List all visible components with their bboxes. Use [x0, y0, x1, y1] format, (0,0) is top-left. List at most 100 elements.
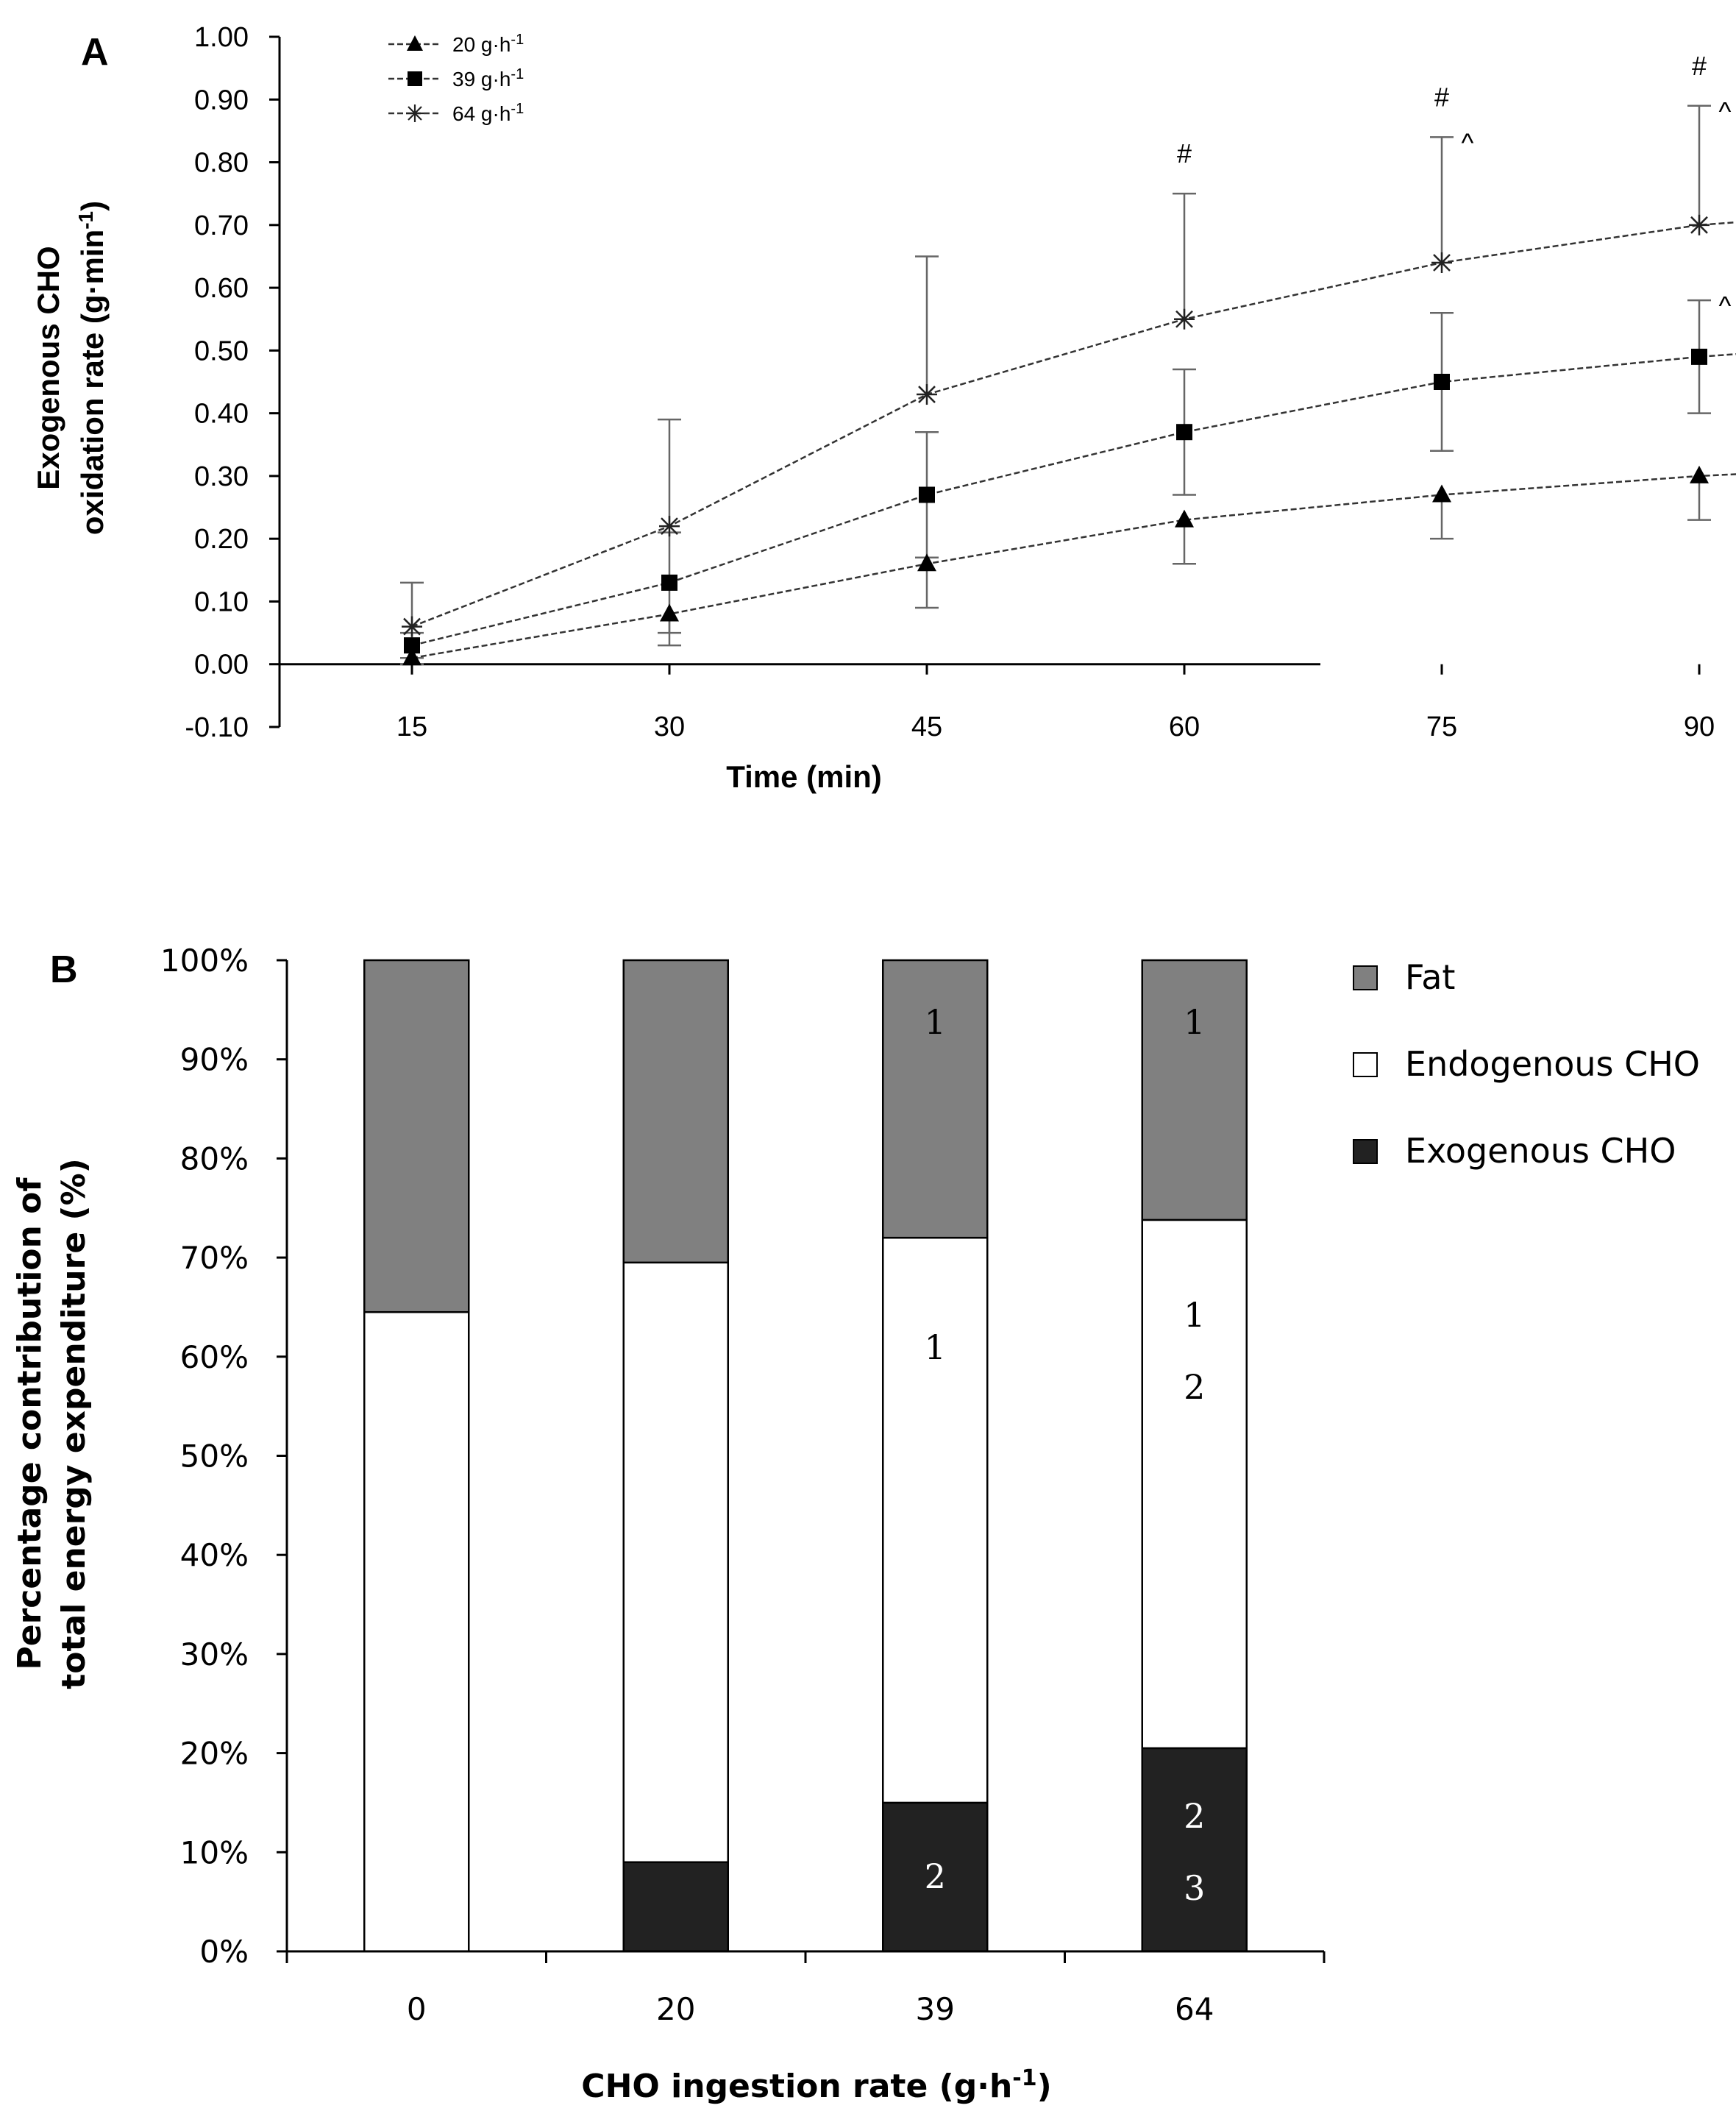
panel-b-y-tick-label: 80%	[180, 1140, 249, 1177]
legend-a-label: 20 g·h-1	[452, 32, 524, 56]
panel-a-caret-mark: ^	[1462, 127, 1474, 157]
panel-a-x-tick-label: 15	[396, 712, 427, 742]
panel-b-x-tick-labels: 0 20 39 64	[407, 1991, 1214, 2027]
panel-a-square-marker	[1691, 348, 1707, 365]
panel-a-x-tick-label: 45	[911, 712, 942, 742]
legend-a-marker	[407, 35, 423, 51]
panel-a-hash-mark: #	[1177, 138, 1192, 168]
panel-b-significance-mark: 3	[1184, 1868, 1205, 1908]
panel-b-y-tick-label: 50%	[180, 1438, 249, 1475]
panel-b-bar-segment	[363, 1310, 470, 1953]
panel-a-asterisk-marker	[917, 384, 937, 405]
panel-b-bar-segment	[622, 959, 729, 1264]
xlabel-sup: -1	[1012, 2065, 1036, 2091]
panel-b-y-tick-label: 40%	[180, 1537, 249, 1573]
panel-b-bar-segment	[1141, 959, 1248, 1221]
panel-a-y-tick-label: 0.60	[194, 273, 249, 304]
panel-b-significance-mark: 2	[1184, 1796, 1205, 1836]
panel-a-y-tick-label: -0.10	[185, 712, 249, 743]
panel-b-y-tick-label: 70%	[180, 1240, 249, 1276]
panel-a-hash-mark: #	[1434, 82, 1449, 112]
legend-b-swatch	[1353, 965, 1378, 990]
panel-a-label: A	[81, 31, 109, 74]
panel-a-caret-mark: ^	[1719, 96, 1732, 127]
panel-a-caret-mark: ^	[1719, 291, 1732, 321]
legend-b-label: Endogenous CHO	[1405, 1044, 1700, 1084]
panel-b-y-tick-label: 30%	[180, 1636, 249, 1672]
panel-b-x-tick-label: 20	[656, 1991, 695, 2027]
panel-b-x-axis-title: CHO ingestion rate (g·h-1)	[581, 2065, 1051, 2105]
legend-a-triangle-icon	[407, 35, 423, 51]
legend-a-label-sup: -1	[511, 32, 524, 48]
panel-b-label: B	[50, 948, 78, 991]
panel-a-square-marker	[404, 637, 420, 654]
panel-b-y-tick-label: 90%	[180, 1042, 249, 1078]
panel-a-triangle-marker	[402, 648, 421, 666]
panel-a-y-tick-label: 0.20	[194, 524, 249, 555]
panel-a-y-tick-label: 0.40	[194, 399, 249, 430]
panel-b-bar-segment	[882, 959, 989, 1239]
panel-a-asterisk-marker	[402, 616, 422, 637]
ylabel-sup: -1	[74, 211, 97, 230]
panel-a-y-tick-label: 0.80	[194, 148, 249, 179]
panel-b-significance-mark: 1	[1184, 1002, 1205, 1042]
panel-a-series-lines	[411, 221, 1736, 659]
legend-b-label: Exogenous CHO	[1405, 1131, 1676, 1171]
panel-a-x-tick-labels: 153045607590105120	[396, 712, 1715, 742]
panel-b-bars	[363, 959, 1248, 1953]
legend-a-asterisk-stroke	[408, 106, 422, 121]
legend-a-label: 39 g·h-1	[452, 66, 524, 91]
panel-a-triangle-marker	[660, 603, 679, 622]
panel-b-y-tick-label: 20%	[180, 1736, 249, 1772]
ylabel-main: oxidation rate (g·min	[75, 230, 110, 535]
panel-a-series-line	[411, 473, 1736, 659]
panel-a-y-axis-title-line2: oxidation rate (g·min-1)	[74, 201, 110, 535]
panel-a-triangle-marker	[917, 553, 936, 572]
panel-b-y-tick-label: 0%	[199, 1934, 249, 1970]
panel-b-y-tick-labels: 100% 90% 80% 70% 60% 50% 40% 30% 20% 10% 0%	[160, 943, 249, 1970]
panel-b-bar-segment	[882, 1801, 989, 1953]
panel-a-y-tick-label: 0.30	[194, 461, 249, 492]
panel-a-y-tick-label: 0.70	[194, 210, 249, 241]
panel-a-y-tick-label: 0.90	[194, 85, 249, 116]
panel-b-significance-mark: 1	[925, 1327, 946, 1367]
panel-a-axes	[269, 35, 1701, 728]
legend-a-marker	[406, 104, 424, 122]
xlabel-close: )	[1037, 2068, 1052, 2105]
panel-a-y-tick-label: 1.00	[194, 22, 249, 53]
panel-b-bar-segment	[882, 1236, 989, 1804]
panel-a-significance: ^^^^^^^^^#####	[1177, 51, 1732, 321]
legend-a-label-sup: -1	[511, 101, 524, 117]
xlabel-main: CHO ingestion rate (g·h	[581, 2068, 1012, 2105]
panel-b-x-tick-label: 64	[1175, 1991, 1214, 2027]
panel-a-x-axis-title: Time (min)	[726, 759, 882, 794]
panel-b-bar-segment	[622, 1861, 729, 1953]
legend-b-label: Fat	[1405, 957, 1455, 997]
panel-b-y-tick-label: 10%	[180, 1834, 249, 1870]
panel-b-y-tick-label: 100%	[160, 943, 249, 979]
panel-b-bar-segment	[1141, 1747, 1248, 1953]
panel-b-x-tick-label: 39	[916, 1991, 955, 2027]
panel-a-asterisk-marker	[1431, 252, 1452, 273]
panel-b-annotations: 1 1 1 1 2 2 2 3	[925, 1002, 1206, 1908]
panel-b-y-tick-label: 60%	[180, 1339, 249, 1375]
panel-b-significance-mark: 2	[1184, 1367, 1205, 1407]
panel-b-x-tick-label: 0	[407, 1991, 427, 2027]
panel-b-significance-mark: 1	[1184, 1295, 1205, 1335]
panel-a-triangle-marker	[1432, 484, 1451, 503]
panel-a-triangle-marker	[1690, 465, 1709, 483]
legend-a-label-main: 39 g·h	[452, 68, 511, 91]
panel-b-y-axis-title-line2: total energy expenditure (%)	[55, 1158, 93, 1689]
panel-a-error-bars	[400, 104, 1711, 665]
panel-b-y-axis-title-line1: Percentage contribution of	[11, 1177, 49, 1670]
panel-b-axes	[277, 959, 1326, 1963]
legend-a-label-main: 20 g·h	[452, 33, 511, 56]
panel-a-legend: 20 g·h-139 g·h-164 g·h-1	[388, 32, 524, 125]
panel-b-significance-mark: 1	[925, 1002, 946, 1042]
panel-a-asterisk-marker	[1689, 214, 1710, 235]
legend-a-label-main: 64 g·h	[452, 102, 511, 125]
legend-b-swatch	[1353, 1139, 1378, 1164]
legend-a-square-icon	[408, 71, 422, 86]
legend-a-marker	[408, 71, 422, 86]
